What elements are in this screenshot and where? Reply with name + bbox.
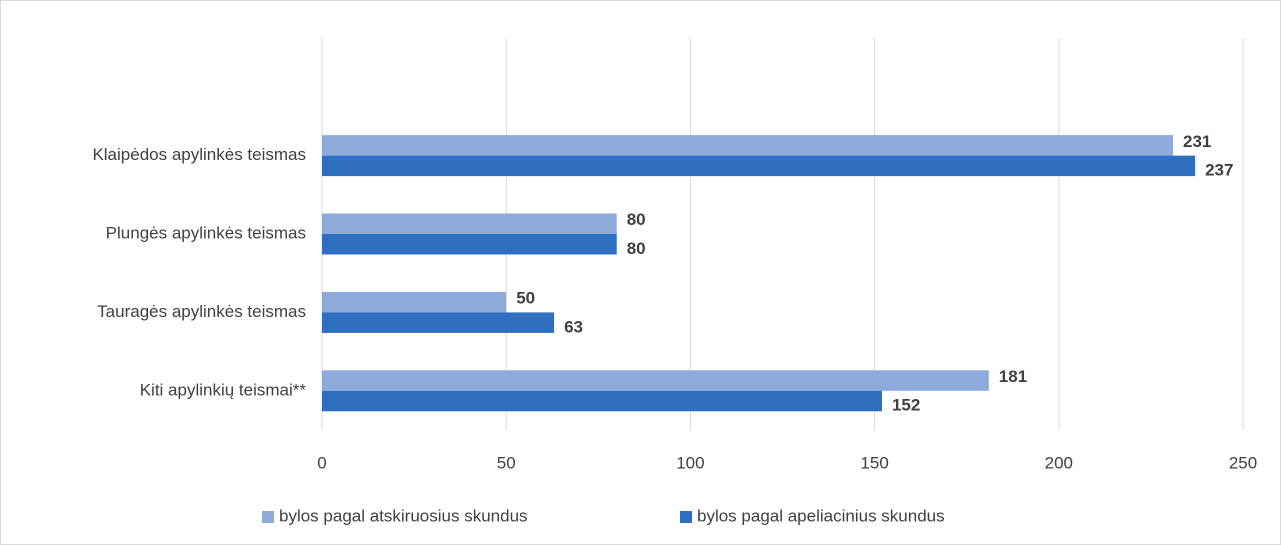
bar — [322, 291, 507, 313]
x-tick-label: 200 — [1045, 453, 1073, 472]
y-tick-label: Klaipėdos apylinkės teismas — [92, 145, 306, 164]
legend-swatch — [680, 511, 692, 523]
data-label: 50 — [516, 289, 535, 308]
x-tick-label: 50 — [497, 453, 516, 472]
bar — [322, 155, 1196, 177]
data-label: 80 — [627, 210, 646, 229]
legend-swatch — [262, 511, 274, 523]
legend-label: bylos pagal apeliacinius skundus — [697, 506, 945, 525]
x-tick-label: 150 — [860, 453, 888, 472]
y-tick-label: Kiti apylinkių teismai** — [140, 380, 307, 399]
data-label: 152 — [892, 396, 920, 415]
data-label: 231 — [1183, 132, 1211, 151]
bar — [322, 390, 882, 412]
y-tick-label: Tauragės apylinkės teismas — [97, 302, 306, 321]
data-label: 237 — [1205, 160, 1233, 179]
data-label: 80 — [627, 239, 646, 258]
x-tick-label: 250 — [1229, 453, 1257, 472]
x-tick-label: 100 — [676, 453, 704, 472]
data-label: 181 — [999, 367, 1027, 386]
bar — [322, 312, 555, 333]
bar — [322, 370, 989, 391]
bar — [322, 213, 617, 234]
data-label: 63 — [564, 317, 583, 336]
bar — [322, 135, 1174, 156]
bar — [322, 234, 617, 255]
y-tick-label: Plungės apylinkės teismas — [106, 223, 306, 242]
x-tick-label: 0 — [317, 453, 326, 472]
legend-label: bylos pagal atskiruosius skundus — [279, 506, 528, 525]
